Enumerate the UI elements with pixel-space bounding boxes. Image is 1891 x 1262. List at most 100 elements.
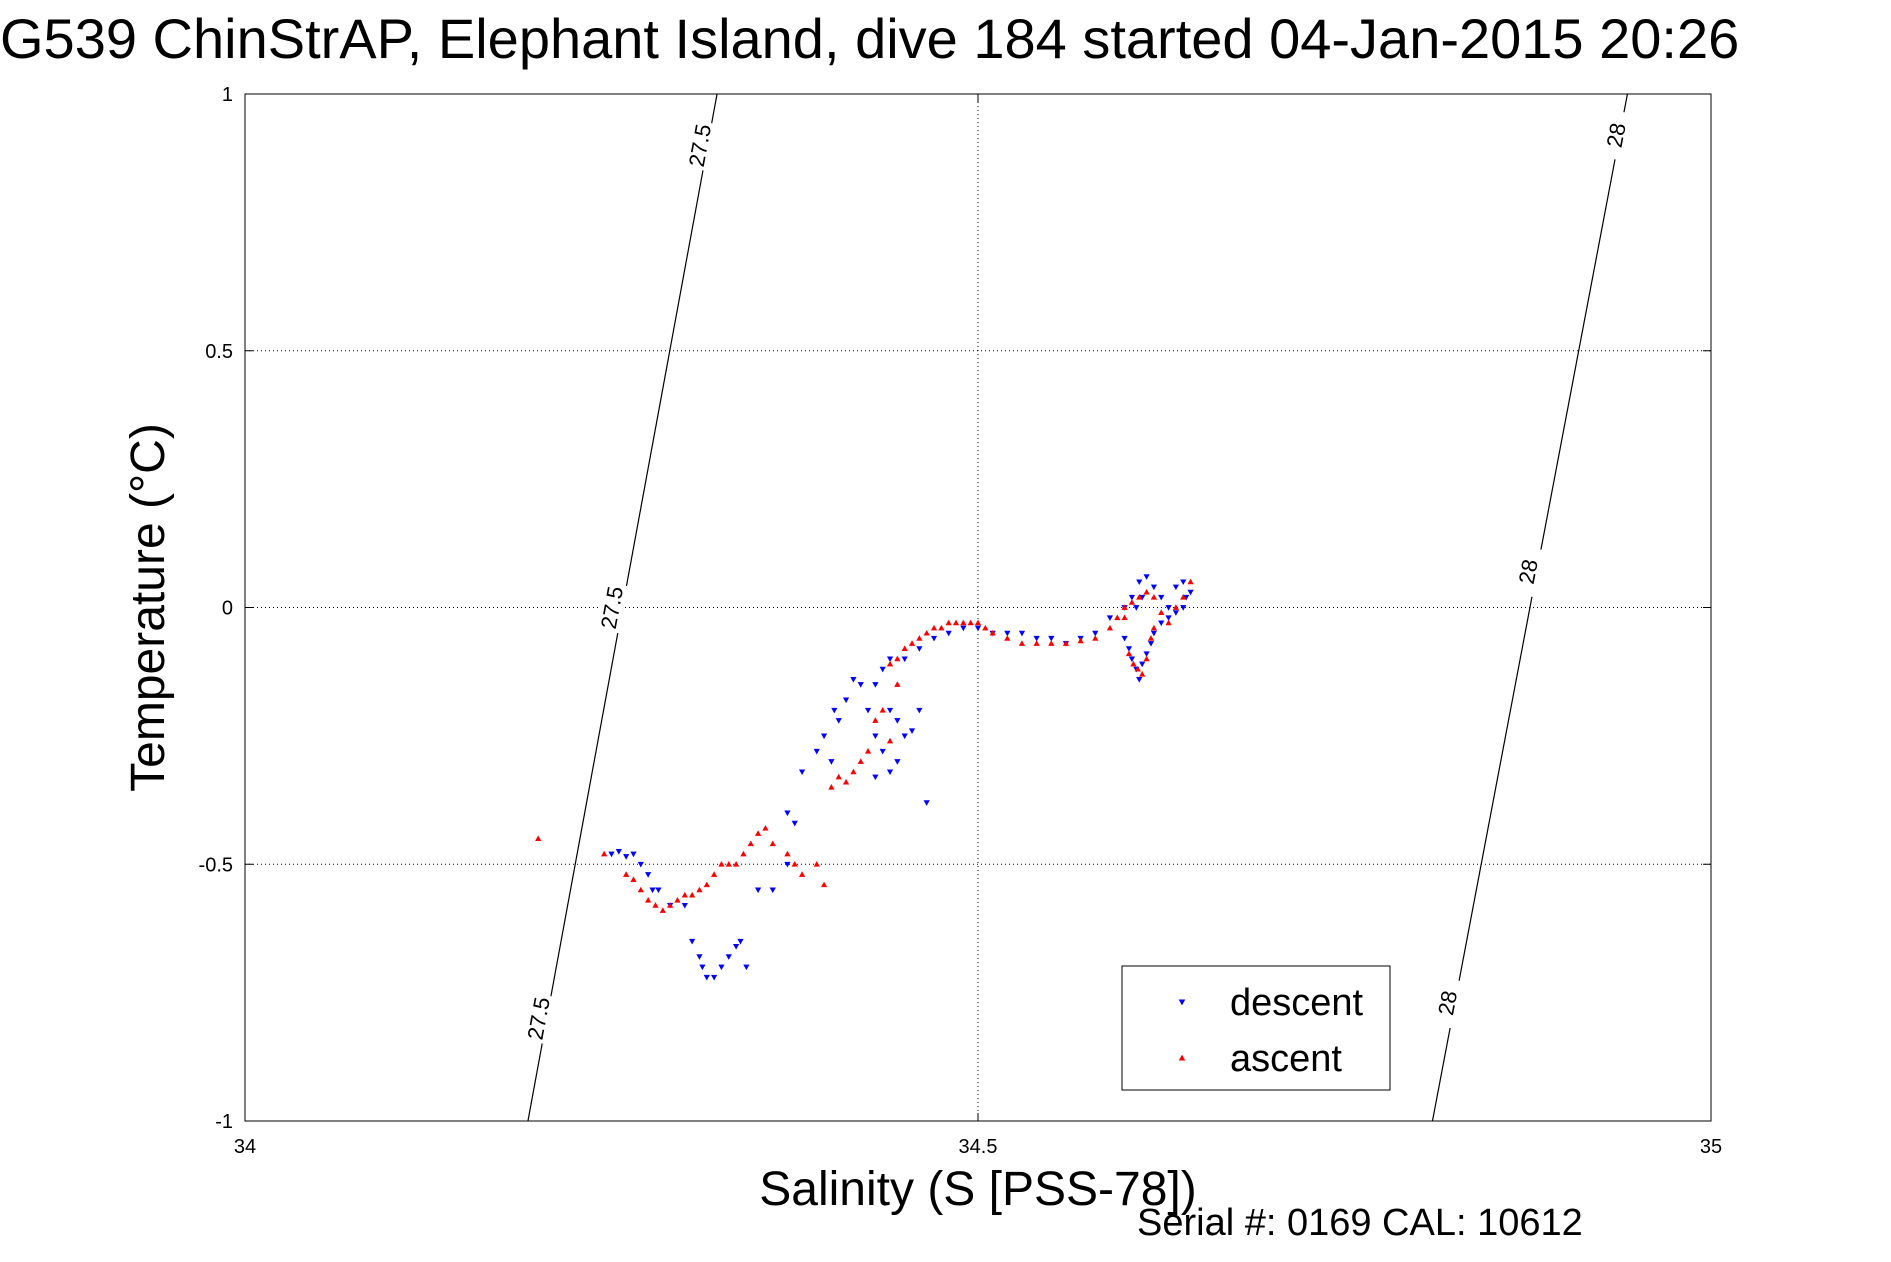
y-tick-label: 0.5: [205, 341, 233, 363]
contour-label: 27.5: [684, 122, 716, 169]
descent-point: [1180, 579, 1187, 586]
ascent-point: [1150, 624, 1158, 631]
ascent-point: [923, 629, 930, 636]
descent-point: [784, 861, 791, 868]
ascent-point: [718, 861, 725, 867]
descent-point: [1165, 605, 1172, 611]
descent-point: [842, 697, 850, 704]
descent-point: [1143, 651, 1150, 657]
ascent-point: [769, 840, 776, 847]
descent-point: [1121, 635, 1128, 642]
legend: descent ascent: [1121, 965, 1391, 1091]
ascent-point: [1121, 604, 1128, 610]
descent-point: [879, 666, 886, 673]
descent-point: [1143, 574, 1150, 580]
descent-point: [784, 810, 791, 817]
ascent-point: [1165, 619, 1172, 626]
descent-point: [1187, 589, 1194, 596]
ascent-point: [1147, 635, 1155, 641]
descent-point: [1180, 605, 1187, 611]
descent-point: [850, 677, 857, 683]
descent-point: [1165, 615, 1172, 621]
descent-point: [1136, 579, 1143, 586]
ascent-point: [879, 706, 886, 713]
descent-point: [864, 707, 872, 714]
contour-label: 28: [1514, 557, 1543, 586]
descent-point: [820, 733, 828, 740]
descent-point: [696, 954, 703, 960]
ascent-point: [872, 717, 879, 723]
ascent-point: [1125, 650, 1133, 657]
legend-label-descent: descent: [1230, 982, 1364, 1024]
ascent-point: [1158, 609, 1165, 616]
ascent-point: [820, 881, 828, 888]
descent-point: [901, 656, 908, 663]
x-tick-label: 34.5: [959, 1136, 998, 1158]
ascent-point: [667, 902, 674, 908]
ascent-point: [886, 660, 894, 667]
contour-label: 28: [1602, 121, 1631, 150]
ascent-point: [857, 758, 864, 764]
descent-point: [813, 748, 820, 755]
descent-point: [1128, 594, 1136, 601]
descent-point: [615, 849, 622, 855]
ascent-point: [674, 896, 681, 903]
ascent-point: [1114, 614, 1121, 621]
contour-label-background: [1430, 977, 1464, 1029]
descent-point: [637, 861, 644, 868]
descent-point: [1128, 656, 1136, 663]
y-tick-label: -0.5: [199, 854, 233, 876]
descent-point: [681, 902, 688, 909]
ascent-point: [960, 619, 967, 626]
descent-point: [1048, 635, 1055, 642]
descent-point: [711, 974, 718, 981]
descent-point: [872, 682, 879, 688]
ascent-point: [1139, 671, 1146, 677]
ascent-point: [864, 748, 872, 754]
descent-point: [923, 800, 930, 806]
descent-point: [1106, 615, 1114, 621]
descent-point: [879, 748, 886, 755]
ascent-point: [754, 830, 762, 836]
descent-point: [608, 851, 615, 858]
descent-point: [916, 707, 923, 714]
ascent-point: [1143, 588, 1150, 595]
descent-point: [945, 630, 952, 637]
ascent-point: [652, 902, 659, 908]
contour-label-background: [683, 119, 716, 172]
ascent-point: [835, 773, 842, 780]
descent-point: [649, 887, 656, 894]
descent-point: [1136, 677, 1143, 683]
descent-point: [894, 759, 901, 765]
descent-point: [1158, 594, 1165, 601]
descent-point: [886, 707, 894, 714]
ascent-point: [952, 619, 960, 626]
contour-label-background: [522, 992, 555, 1045]
ascent-point: [1172, 604, 1180, 610]
legend-marker-ascent: [1178, 1054, 1186, 1061]
ascent-point: [1128, 599, 1136, 605]
descent-point: [916, 646, 923, 652]
descent-point: [835, 718, 842, 724]
isopycnal-line: [1431, 93, 1629, 1122]
ascent-point: [1121, 614, 1128, 621]
ascent-point: [813, 861, 820, 867]
descent-point: [743, 964, 750, 971]
descent-point: [733, 944, 740, 950]
descent-point: [872, 733, 879, 740]
ascent-point: [535, 835, 542, 841]
contour-label: 28: [1433, 989, 1462, 1018]
descent-point: [645, 872, 652, 878]
ascent-point: [791, 861, 798, 867]
ascent-point: [696, 886, 703, 893]
descent-point: [655, 887, 662, 894]
ascent-point: [894, 681, 901, 687]
descent-point: [1139, 661, 1146, 668]
descent-point: [886, 769, 894, 776]
descent-point: [872, 774, 879, 781]
y-tick-label: 0: [222, 598, 233, 620]
contour-label-background: [595, 581, 628, 634]
ascent-point: [601, 850, 608, 857]
descent-point: [769, 887, 776, 894]
ascent-point: [916, 635, 923, 641]
